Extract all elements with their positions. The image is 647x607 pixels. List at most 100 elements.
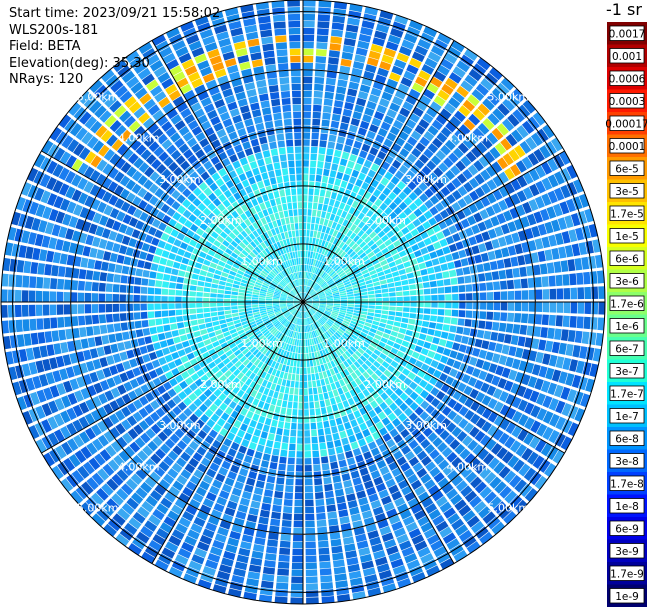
range-bin: [268, 404, 276, 412]
range-bin: [407, 153, 418, 164]
range-bin: [359, 344, 367, 352]
range-bin: [333, 276, 340, 282]
range-bin: [305, 279, 308, 286]
range-bin: [298, 339, 302, 347]
range-bin: [449, 439, 461, 450]
range-bin: [263, 178, 271, 187]
range-bin: [238, 295, 245, 299]
range-bin: [333, 342, 340, 349]
range-bin: [460, 466, 473, 479]
range-bin: [314, 69, 325, 78]
range-bin: [401, 445, 411, 455]
range-bin: [381, 532, 394, 543]
range-bin: [570, 212, 581, 227]
range-bin: [389, 428, 399, 438]
range-bin: [459, 293, 466, 301]
range-bin: [448, 243, 458, 253]
range-bin: [467, 132, 480, 145]
range-bin: [403, 261, 411, 268]
range-bin: [303, 374, 308, 382]
range-bin: [190, 279, 198, 286]
range-bin: [197, 280, 205, 287]
range-bin: [260, 460, 270, 468]
range-bin: [419, 94, 432, 106]
range-bin: [210, 302, 217, 307]
range-bin: [477, 448, 489, 461]
range-bin: [388, 165, 398, 175]
range-bin: [331, 288, 339, 293]
range-bin: [309, 308, 315, 314]
range-bin: [341, 276, 349, 282]
range-bin: [442, 348, 452, 357]
range-bin: [429, 183, 440, 194]
range-bin: [414, 509, 427, 521]
range-bin: [421, 165, 432, 176]
range-bin: [182, 309, 190, 315]
range-bin: [451, 426, 462, 438]
range-bin: [314, 188, 320, 196]
range-bin: [451, 456, 463, 468]
range-bin: [355, 178, 363, 188]
range-bin: [374, 556, 388, 567]
range-bin: [312, 302, 320, 304]
range-bin: [319, 280, 326, 286]
range-bin: [314, 492, 324, 500]
range-bin: [288, 394, 294, 402]
range-bin: [398, 164, 409, 175]
range-bin: [534, 238, 544, 250]
range-bin: [182, 284, 190, 291]
range-bin: [508, 346, 517, 357]
range-bin: [318, 0, 332, 8]
range-bin: [471, 319, 479, 328]
range-bin: [375, 267, 383, 273]
range-bin: [258, 594, 273, 603]
range-bin: [511, 396, 522, 409]
range-bin: [304, 311, 306, 319]
range-bin: [326, 294, 333, 297]
range-bin: [361, 298, 369, 302]
range-bin: [395, 338, 403, 345]
range-bin: [500, 223, 510, 235]
range-bin: [359, 285, 367, 290]
range-bin: [468, 68, 482, 82]
range-bin: [305, 302, 312, 306]
range-bin: [396, 113, 407, 124]
range-bin: [559, 151, 571, 166]
range-bin: [314, 252, 319, 260]
range-bin: [416, 256, 425, 264]
range-bin: [396, 263, 405, 270]
range-bin: [437, 287, 445, 294]
range-bin: [46, 344, 55, 357]
range-bin: [283, 372, 288, 380]
range-bin: [427, 51, 442, 63]
range-bin: [508, 369, 518, 381]
range-bin: [139, 251, 148, 260]
range-bin: [509, 474, 522, 488]
range-bin: [310, 422, 317, 430]
range-bin: [384, 356, 393, 364]
range-bin: [272, 448, 280, 456]
range-bin: [411, 572, 426, 583]
range-bin: [390, 330, 399, 337]
range-bin: [541, 276, 549, 287]
range-bin: [427, 432, 438, 443]
range-bin: [524, 402, 535, 415]
range-bin: [346, 428, 354, 437]
range-bin: [303, 181, 309, 188]
range-bin: [313, 394, 319, 402]
range-bin: [598, 302, 605, 315]
range-bin: [462, 535, 477, 548]
range-bin: [376, 183, 386, 192]
range-bin: [310, 324, 314, 331]
range-bin: [461, 374, 471, 384]
range-bin: [316, 512, 326, 520]
range-bin: [436, 64, 450, 76]
range-bin: [360, 288, 368, 293]
range-bin: [486, 311, 494, 320]
range-bin: [317, 28, 329, 36]
range-bin: [447, 469, 459, 482]
range-bin: [473, 160, 484, 172]
range-bin: [312, 118, 321, 126]
range-bin: [276, 575, 289, 583]
range-bin: [246, 514, 258, 523]
